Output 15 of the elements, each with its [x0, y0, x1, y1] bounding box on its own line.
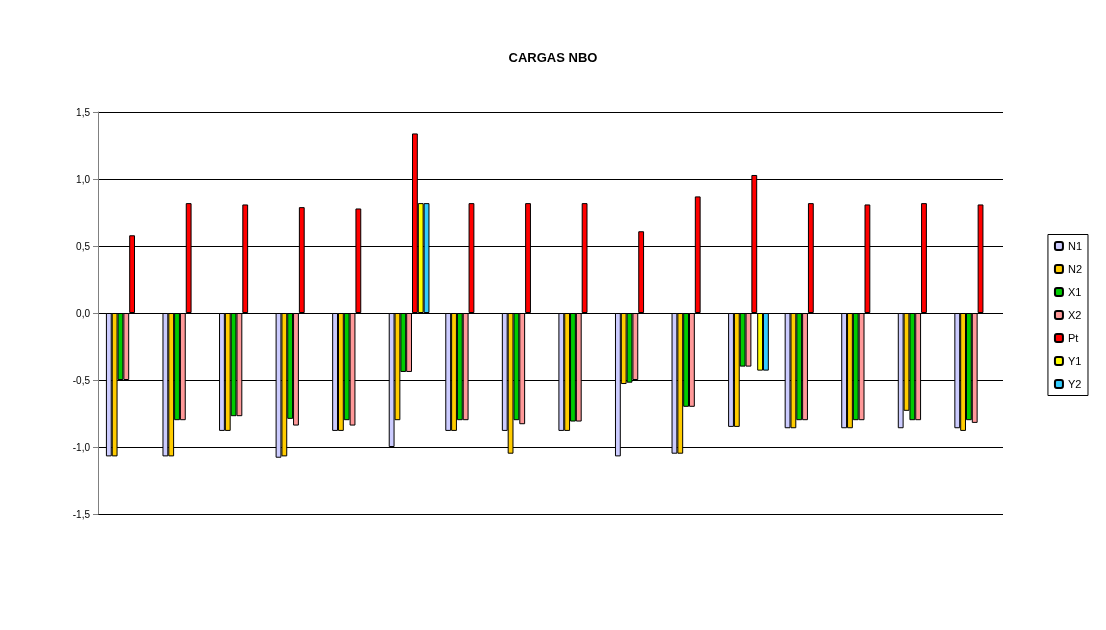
chart-title: CARGAS NBO [508, 50, 598, 65]
legend-label: Y2 [1067, 378, 1082, 390]
legend-label: Pt [1067, 332, 1079, 344]
legend-label: Y1 [1067, 355, 1082, 367]
legend-label: N2 [1067, 263, 1082, 275]
y-tick-label: -0,5 [72, 374, 91, 386]
y-tick-label: -1,0 [72, 441, 91, 453]
y-tick-label: 0,5 [76, 240, 91, 252]
y-tick-label: -1,5 [72, 508, 91, 520]
y-tick-label: 0,0 [76, 307, 91, 319]
y-tick-label: 1,5 [76, 106, 91, 118]
legend-label: N1 [1067, 240, 1082, 252]
legend-label: X2 [1067, 309, 1082, 321]
y-tick-label: 1,0 [76, 173, 91, 185]
legend-label: X1 [1067, 286, 1082, 298]
